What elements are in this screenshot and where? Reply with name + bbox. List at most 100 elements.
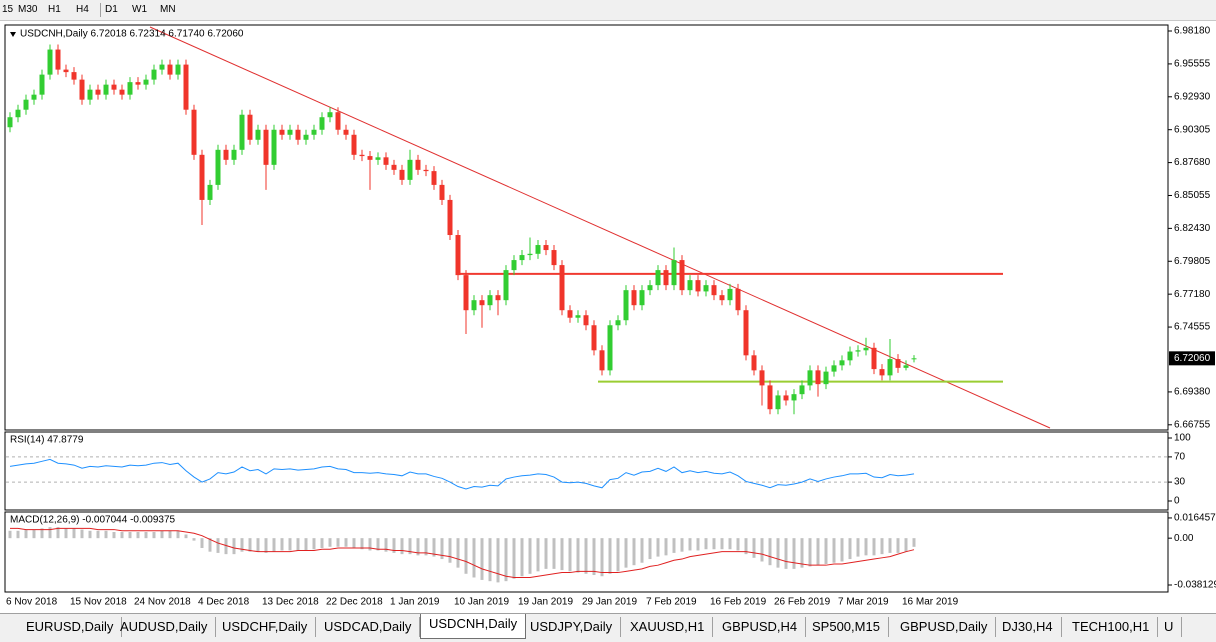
candle-body [167,64,173,75]
candle-body [551,250,557,266]
candle-body [455,235,461,276]
x-tick-label: 24 Nov 2018 [134,597,191,608]
macd-bar [904,538,908,552]
candle-body [343,129,349,135]
candle-body [319,117,325,130]
chart-tab[interactable]: AUDUSD,Daily [112,617,217,637]
candle-body [447,199,453,236]
macd-bar [200,538,204,548]
candle-body [303,134,309,140]
macd-bar [88,530,92,539]
macd-bar [776,538,780,568]
candle-body [71,72,77,80]
macd-bar [240,538,244,552]
candle-body [591,325,597,351]
candle-body [839,360,845,366]
candle-body [399,169,405,180]
chart-tab[interactable]: U [1156,617,1183,637]
candle-body [775,395,781,410]
macd-bar [728,538,732,550]
candle-body [607,325,613,371]
candle-body [15,109,21,118]
macd-bar [344,538,348,547]
chart-tab[interactable]: EURUSD,Daily [18,617,123,637]
macd-bar [128,532,132,539]
macd-bar [64,528,68,539]
chart-tab[interactable]: GBPUSD,Daily [892,617,997,637]
timeframe-button[interactable]: H4 [76,4,89,15]
chart-tab[interactable]: SP500,M15 [804,617,889,637]
macd-bar [584,538,588,574]
macd-bar [376,538,380,551]
macd-bar [96,530,100,539]
candle-body [335,112,341,130]
chart-tab[interactable]: GBPUSD,H4 [714,617,807,637]
macd-bar [160,530,164,539]
macd-bar [8,530,12,539]
x-tick-label: 7 Mar 2019 [838,597,889,608]
macd-bar [232,538,236,555]
macd-bar [416,538,420,556]
macd-bar [648,538,652,560]
chart-tab[interactable]: USDCNH,Daily [420,614,527,639]
macd-bar [552,538,556,569]
candle-body [87,89,93,100]
candle-body [135,82,141,85]
chart-tab[interactable]: USDCHF,Daily [214,617,317,637]
candle-body [767,385,773,410]
candle-body [327,112,333,118]
candle-body [575,315,581,318]
macd-bar [696,538,700,551]
timeframe-button[interactable]: M30 [18,4,38,15]
candle-body [279,129,285,135]
candle-body [375,157,381,160]
macd-title: MACD(12,26,9) -0.007044 -0.009375 [10,515,176,526]
signal-line [10,527,915,578]
timeframe-button[interactable]: D1 [100,3,122,17]
candle-body [479,300,485,306]
timeframe-button[interactable]: W1 [132,4,147,15]
macd-bar [600,538,604,577]
candle-body [847,351,853,361]
chart-tab[interactable]: TECH100,H1 [1064,617,1159,637]
y-tick-label: 0.00 [1174,533,1194,544]
y-tick-label: 6.69380 [1174,387,1211,398]
chart-tab[interactable]: DJ30,H4 [994,617,1062,637]
x-tick-label: 4 Dec 2018 [198,597,250,608]
y-tick-label: 6.95555 [1174,59,1211,70]
x-tick-label: 1 Jan 2019 [390,597,440,608]
timeframe-button[interactable]: MN [160,4,176,15]
y-tick-label: 6.92930 [1174,91,1211,102]
candle-body [111,84,117,90]
candle-body [183,64,189,110]
macd-bar [896,538,900,553]
macd-bar [496,538,500,583]
timeframe-button[interactable]: H1 [48,4,61,15]
macd-bar [792,538,796,569]
macd-bar [32,529,36,539]
candle-body [671,260,677,286]
macd-bar [488,538,492,582]
candle-body [831,365,837,372]
timeframe-button[interactable]: 15 [2,4,14,15]
y-tick-label: 6.74555 [1174,322,1211,333]
candle-body [743,310,749,356]
candle-body [791,394,797,401]
candle-body [39,74,45,95]
chart-tab[interactable]: USDCAD,Daily [316,617,421,637]
candle-body [503,270,509,301]
chart-tab[interactable]: XAUUSD,H1 [622,617,714,637]
candle-body [735,288,741,311]
candle-body [511,260,517,271]
candle-body [159,64,165,70]
macd-bar [104,530,108,539]
y-tick-label: 6.98180 [1174,26,1211,37]
macd-bar [688,538,692,551]
x-tick-label: 10 Jan 2019 [454,597,509,608]
candle-body [103,84,109,95]
chart-tab[interactable]: USDJPY,Daily [522,617,622,637]
y-tick-label: 6.85055 [1174,190,1211,201]
candle-body [895,359,901,368]
macd-bar [272,538,276,552]
candle-body [727,288,733,301]
